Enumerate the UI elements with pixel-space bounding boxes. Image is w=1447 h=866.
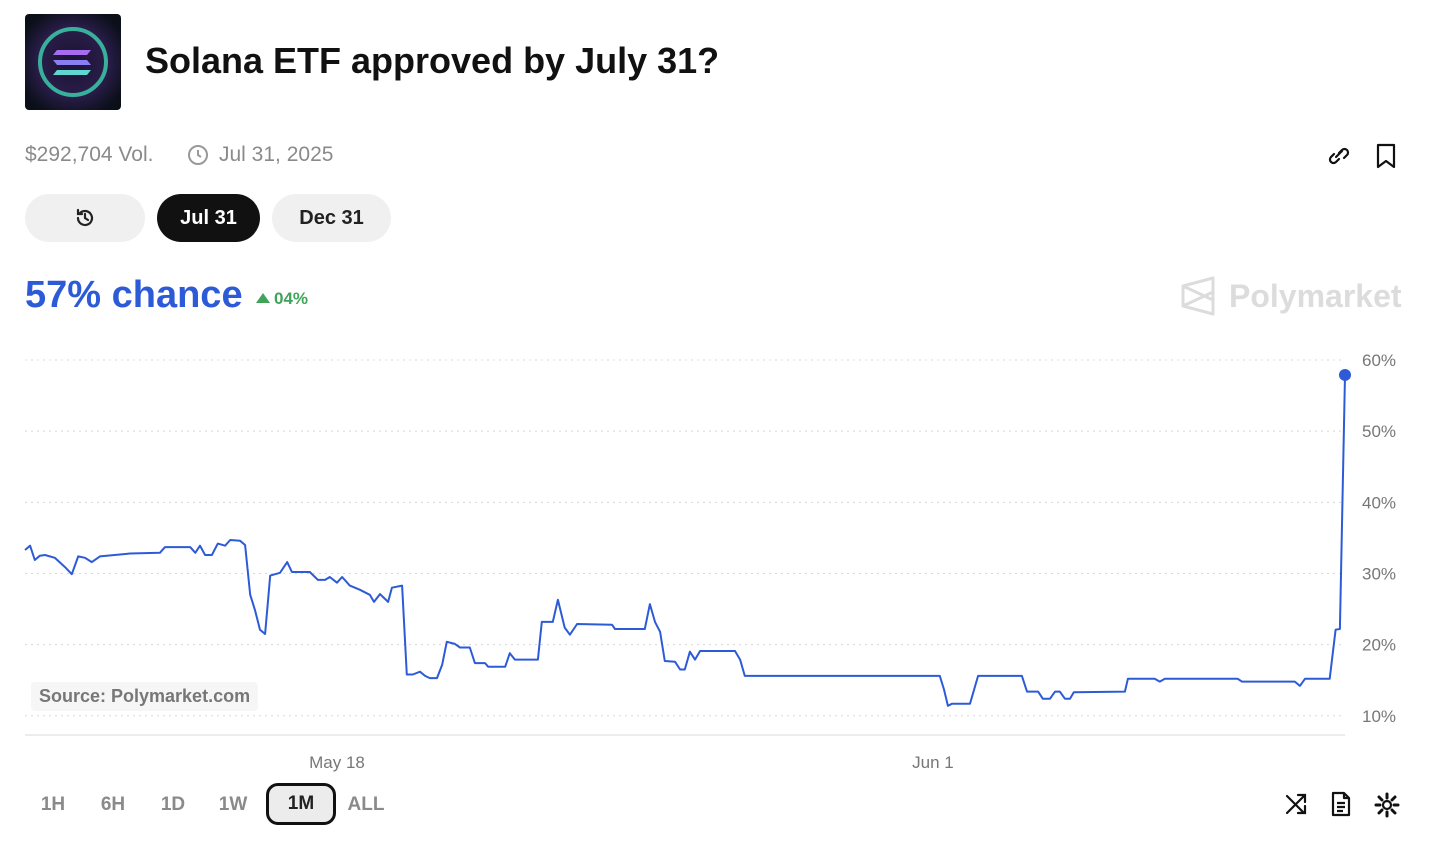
chance: 57% chance bbox=[25, 274, 243, 316]
chance-change: 04% bbox=[274, 289, 309, 308]
volume: $292,704 Vol. bbox=[25, 143, 154, 166]
range-button[interactable]: 1H bbox=[40, 794, 66, 815]
link-button[interactable] bbox=[1326, 143, 1352, 169]
up-arrow bbox=[256, 293, 270, 303]
bookmark-button[interactable] bbox=[1375, 142, 1397, 170]
range-button[interactable]: 1D bbox=[160, 794, 186, 815]
source: Source: Polymarket.com bbox=[31, 682, 259, 711]
y-tick-label: 20% bbox=[1362, 636, 1396, 655]
date-tab[interactable]: Jul 31 bbox=[157, 194, 260, 242]
range-button[interactable]: ALL bbox=[347, 794, 385, 815]
y-tick-label: 60% bbox=[1362, 351, 1396, 370]
brand: Polymarket bbox=[1229, 278, 1402, 314]
market-logo bbox=[25, 14, 121, 110]
settings-button[interactable] bbox=[1374, 792, 1400, 818]
range-button[interactable]: 1W bbox=[218, 794, 248, 815]
y-tick-label: 30% bbox=[1362, 564, 1396, 583]
history-tab[interactable] bbox=[25, 194, 145, 242]
last-point bbox=[1339, 368, 1351, 381]
y-tick-label: 50% bbox=[1362, 422, 1396, 441]
shuffle-button[interactable] bbox=[1284, 792, 1308, 816]
market-title: Solana ETF approved by July 31? bbox=[145, 40, 720, 81]
price-line bbox=[24, 374, 1346, 707]
end-date: Jul 31, 2025 bbox=[219, 143, 334, 166]
document-button[interactable] bbox=[1329, 791, 1353, 817]
clock-icon bbox=[188, 145, 208, 165]
y-tick-label: 40% bbox=[1362, 493, 1396, 512]
y-tick-label: 10% bbox=[1362, 707, 1396, 726]
range-button[interactable]: 1M bbox=[266, 783, 336, 825]
x-tick-label: May 18 bbox=[309, 753, 365, 772]
x-tick-label: Jun 1 bbox=[912, 753, 954, 772]
date-tab[interactable]: Dec 31 bbox=[272, 194, 391, 242]
range-button[interactable]: 6H bbox=[100, 794, 126, 815]
brand-logo bbox=[1181, 276, 1215, 316]
